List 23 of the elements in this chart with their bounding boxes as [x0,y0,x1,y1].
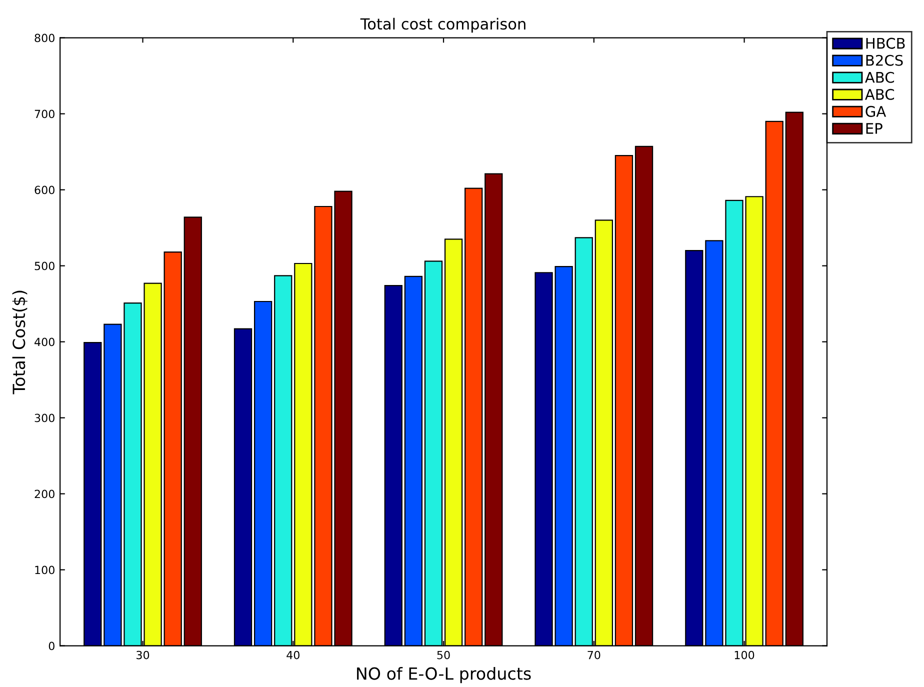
y-tick-label: 200 [34,490,54,498]
x-tick-label: 100 [734,650,754,660]
y-tick-label: 0 [48,642,54,650]
y-tick-label: 800 [34,34,54,42]
x-axis-title: NO of E-O-L products [357,666,531,684]
y-tick-label: 100 [35,566,54,574]
x-tick-label: 30 [136,650,150,660]
x-tick-label: 40 [286,650,300,660]
x-tick-label: 50 [437,650,450,660]
legend-label: B2CS [866,54,903,66]
y-tick-label: 400 [34,338,54,346]
legend-label: EP [866,123,882,134]
legend-label: ABC [865,72,894,83]
x-tick-label: 70 [588,650,600,660]
y-axis-title: Total Cost($) [12,290,28,394]
y-tick-label: 700 [34,110,54,118]
chart-title: Total cost comparison [360,18,526,33]
legend-label: ABC [865,88,894,100]
y-tick-label: 500 [34,262,54,270]
y-tick-label: 300 [34,414,54,422]
legend-label: GA [866,106,886,117]
legend-label: HBCB [866,38,905,49]
y-tick-label: 600 [34,186,54,194]
